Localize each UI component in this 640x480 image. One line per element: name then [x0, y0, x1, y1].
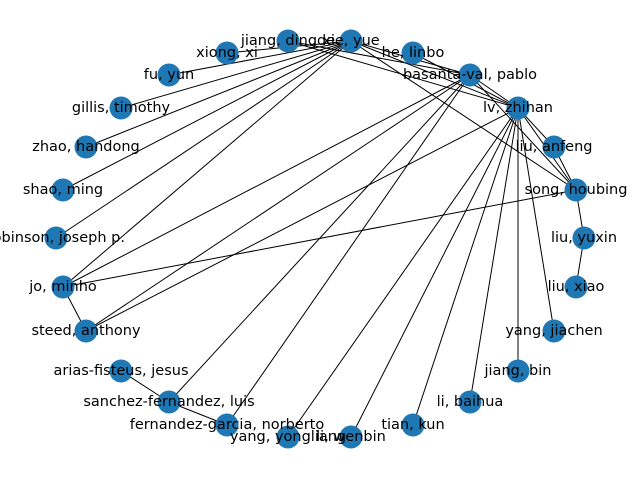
edge-basanta_val_pablo-fernandez_garcia_norberto: [226, 74, 471, 426]
node-label-jiang_dingde: jiang, dingde: [240, 33, 335, 49]
node-label-basanta_val_pablo: basanta-val, pablo: [403, 67, 537, 83]
node-label-jo_minho: jo, minho: [28, 279, 97, 295]
edge-lv_zhihan-li_wenbin: [350, 107, 519, 438]
node-label-liu_yuxin: liu, yuxin: [551, 230, 617, 246]
node-label-song_houbing: song, houbing: [525, 182, 628, 198]
node-label-li_baihua: li, baihua: [437, 394, 504, 410]
node-label-zhao_handong: zhao, handong: [32, 139, 140, 155]
edge-basanta_val_pablo-song_houbing: [469, 74, 577, 191]
node-sanchez_fernandez_luis: [157, 390, 181, 414]
node-label-li_wenbin: li, wenbin: [316, 429, 386, 445]
node-jiang_bin: [506, 359, 530, 383]
node-yang_yongliang: [276, 425, 300, 449]
edge-lv_zhihan-tian_kun: [412, 107, 519, 426]
edge-lv_zhihan-steed_anthony: [85, 107, 519, 332]
graph-nodes: [44, 29, 596, 449]
node-tian_kun: [401, 413, 425, 437]
node-label-tian_kun: tian, kun: [381, 417, 444, 433]
node-label-fernandez_garcia_norberto: fernandez-garcia, norberto: [130, 417, 325, 433]
node-zhao_handong: [74, 135, 98, 159]
node-xie_yue: [339, 29, 363, 53]
node-jo_minho: [51, 275, 75, 299]
edge-xie_yue-robinson_joseph: [55, 40, 352, 239]
node-song_houbing: [564, 178, 588, 202]
edge-song_houbing-jo_minho: [62, 189, 577, 288]
edge-xie_yue-shao_ming: [62, 40, 352, 191]
node-label-yang_yongliang: yang, yongliang: [230, 429, 346, 445]
node-fu_yun: [157, 63, 181, 87]
node-jiang_dingde: [276, 29, 300, 53]
node-label-jiang_bin: jiang, bin: [484, 363, 552, 379]
node-label-fu_yun: fu, yun: [144, 67, 194, 83]
node-shao_ming: [51, 178, 75, 202]
node-label-liu_anfeng: liu, anfeng: [516, 139, 593, 155]
node-yang_jiachen: [542, 319, 566, 343]
edge-lv_zhihan-yang_yongliang: [287, 107, 519, 438]
node-li_baihua: [458, 390, 482, 414]
node-li_wenbin: [339, 425, 363, 449]
node-liu_yuxin: [572, 226, 596, 250]
node-label-xiong_xi: xiong, xi: [196, 45, 258, 61]
node-label-lv_zhihan: lv, zhihan: [483, 100, 553, 116]
node-liu_anfeng: [542, 135, 566, 159]
edge-lv_zhihan-li_baihua: [469, 107, 519, 403]
node-label-robinson_joseph: robinson, joseph p.: [0, 230, 125, 246]
edge-basanta_val_pablo-steed_anthony: [85, 74, 471, 332]
edge-basanta_val_pablo-jo_minho: [62, 74, 471, 288]
node-he_linbo: [401, 41, 425, 65]
node-robinson_joseph: [44, 226, 68, 250]
node-label-shao_ming: shao, ming: [23, 182, 103, 198]
edge-jiang_dingde-basanta_val_pablo: [287, 40, 471, 76]
node-label-steed_anthony: steed, anthony: [31, 323, 141, 339]
node-arias_fisteus_jesus: [109, 359, 133, 383]
edge-lv_zhihan-yang_jiachen: [517, 107, 555, 332]
node-label-arias_fisteus_jesus: arias-fisteus, jesus: [53, 363, 188, 379]
edge-jiang_dingde-lv_zhihan: [287, 40, 519, 109]
edge-xie_yue-zhao_handong: [85, 40, 352, 148]
edge-xie_yue-song_houbing: [350, 40, 577, 191]
node-gillis_timothy: [109, 96, 133, 120]
node-basanta_val_pablo: [458, 63, 482, 87]
node-label-he_linbo: he, linbo: [382, 45, 445, 61]
node-steed_anthony: [74, 319, 98, 343]
node-label-xie_yue: xie, yue: [322, 33, 380, 49]
node-label-liu_xiao: liu, xiao: [548, 279, 605, 295]
edge-xie_yue-jo_minho: [62, 40, 352, 288]
node-liu_xiao: [564, 275, 588, 299]
node-label-yang_jiachen: yang, jiachen: [505, 323, 602, 339]
node-label-sanchez_fernandez_luis: sanchez-fernandez, luis: [83, 394, 254, 410]
node-fernandez_garcia_norberto: [215, 413, 239, 437]
node-label-gillis_timothy: gillis, timothy: [72, 100, 171, 116]
node-xiong_xi: [215, 41, 239, 65]
node-lv_zhihan: [506, 96, 530, 120]
edge-xie_yue-gillis_timothy: [120, 40, 352, 109]
